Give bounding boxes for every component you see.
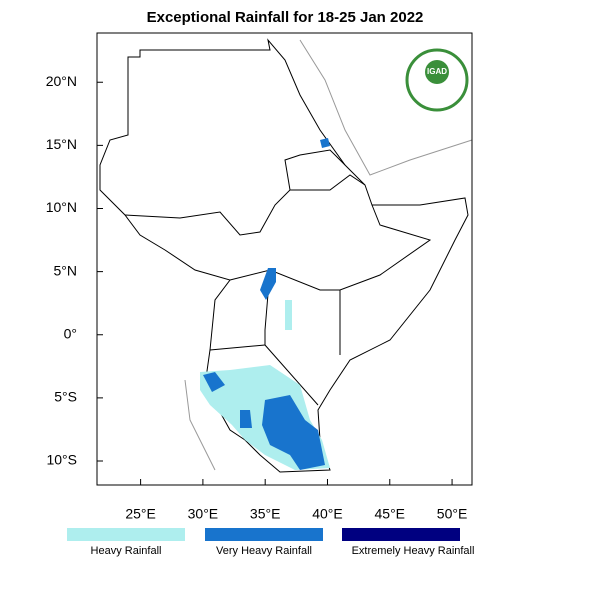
very-heavy-rainfall-area: [203, 372, 225, 392]
x-tick-label: 50°E: [437, 506, 468, 522]
y-tick-label: 20°N: [46, 73, 77, 89]
y-tick-label: 10°S: [46, 452, 77, 468]
logo: IGAD: [405, 48, 469, 112]
axes: 25°E 30°E 35°E 40°E 45°E 50°E 20°N 15°N 10°N 5°N 0…: [46, 73, 468, 522]
logo-center: [425, 60, 449, 84]
heavy-rainfall-area: [285, 300, 292, 330]
y-tick-label: 0°: [64, 325, 77, 341]
neighbor-borders: [299, 39, 473, 176]
y-tick-label: 5°N: [54, 262, 78, 278]
very-heavy-rainfall-area: [320, 138, 330, 148]
y-tick-label: 5°S: [54, 389, 77, 405]
very-heavy-rainfall-area: [240, 410, 252, 428]
logo-text: IGAD: [427, 67, 447, 76]
x-tick-label: 45°E: [375, 506, 406, 522]
country-borders: [124, 149, 346, 236]
very-heavy-rainfall-area: [260, 268, 276, 300]
x-tick-label: 30°E: [188, 506, 219, 522]
very-heavy-rainfall-area: [262, 395, 325, 470]
y-tick-label: 10°N: [46, 199, 77, 215]
country-borders: [264, 269, 319, 406]
legend-label: Very Heavy Rainfall: [216, 545, 312, 557]
title: Exceptional Rainfall for 18-25 Jan 2022: [147, 9, 424, 26]
x-tick-label: 40°E: [312, 506, 343, 522]
legend: Heavy Rainfall Very Heavy Rainfall Extreme…: [67, 528, 474, 557]
map-frame: [96, 32, 473, 486]
x-tick-label: 35°E: [250, 506, 281, 522]
rainfall-areas: [200, 138, 330, 470]
x-tick-label: 25°E: [125, 506, 156, 522]
legend-swatch: [205, 528, 323, 541]
country-borders: [209, 344, 266, 351]
legend-swatch: [67, 528, 185, 541]
neighbor-borders: [184, 379, 216, 471]
y-tick-label: 15°N: [46, 136, 77, 152]
legend-label: Extremely Heavy Rainfall: [352, 545, 475, 557]
legend-swatch: [342, 528, 460, 541]
country-borders: [229, 204, 432, 291]
legend-label: Heavy Rainfall: [91, 545, 162, 557]
country-borders: [290, 174, 366, 191]
